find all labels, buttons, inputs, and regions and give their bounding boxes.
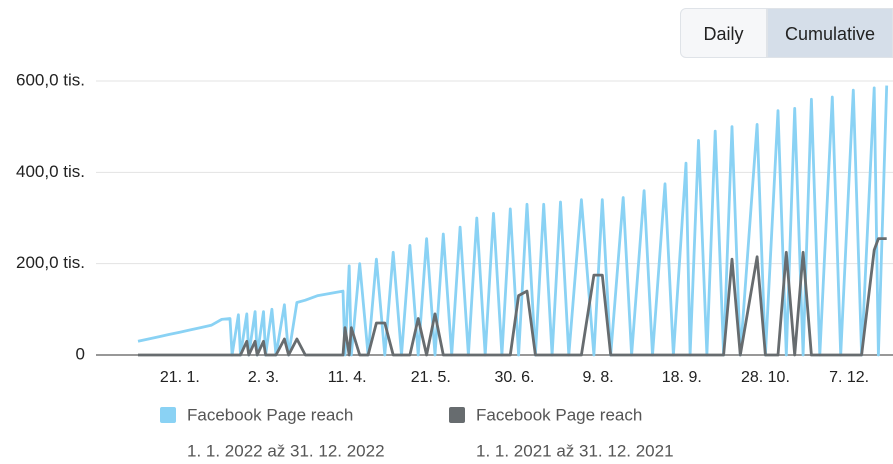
toggle-button[interactable]: Daily (680, 8, 767, 58)
legend-label: Facebook Page reach (187, 405, 353, 424)
legend-swatch (449, 407, 465, 423)
legend-period: 1. 1. 2021 až 31. 12. 2021 (476, 441, 674, 460)
legend-label: Facebook Page reach (476, 405, 642, 424)
series-line (138, 237, 887, 357)
x-tick-label: 2. 3. (248, 369, 279, 386)
plot-area (137, 85, 889, 357)
x-tick-label: 21. 5. (411, 369, 451, 386)
y-tick-label: 200,0 tis. (16, 253, 85, 272)
x-tick-label: 30. 6. (494, 369, 534, 386)
x-tick-label: 11. 4. (328, 369, 367, 386)
y-tick-label: 600,0 tis. (16, 70, 85, 89)
legend-swatch (160, 407, 176, 423)
x-tick-label: 9. 8. (583, 369, 614, 386)
x-tick-label: 21. 1. (160, 369, 200, 386)
x-tick-label: 28. 10. (741, 369, 790, 386)
series-line (137, 85, 889, 357)
y-tick-label: 0 (76, 344, 85, 363)
y-tick-label: 400,0 tis. (16, 162, 85, 181)
x-tick-label: 7. 12. (829, 369, 869, 386)
legend-period: 1. 1. 2022 až 31. 12. 2022 (187, 441, 385, 460)
toggle-button[interactable]: Cumulative (767, 8, 893, 58)
x-tick-label: 18. 9. (662, 369, 702, 386)
